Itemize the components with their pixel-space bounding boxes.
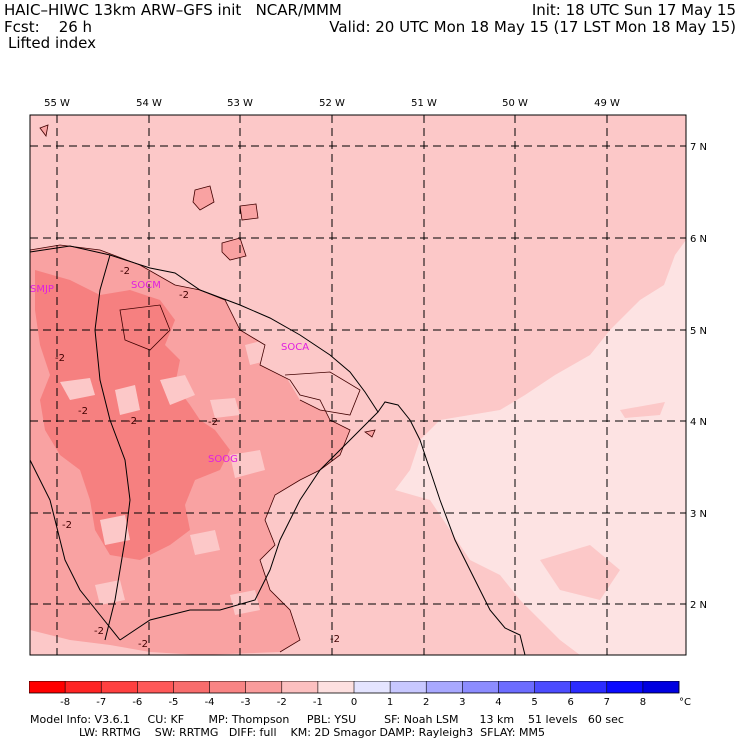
colorbar-tick-label: 4 <box>495 697 501 708</box>
colorbar-swatch <box>317 681 355 693</box>
colorbar-swatch <box>354 681 391 693</box>
colorbar-swatch <box>534 681 571 693</box>
colorbar-swatch <box>426 681 463 693</box>
colorbar-tick-label: 3 <box>459 697 465 708</box>
strong-region <box>35 270 230 560</box>
lat-label: 3 N <box>690 509 707 520</box>
colorbar-tick-label: -6 <box>132 697 142 708</box>
lon-label: 51 W <box>411 98 437 109</box>
colorbar-tick-label: -4 <box>205 697 215 708</box>
station-soca: SOCA <box>281 342 309 353</box>
lon-labels: 55 W 54 W 53 W 52 W 51 W 50 W 49 W <box>44 98 620 109</box>
model-physics: LW: RRTMG SW: RRTMG DIFF: full KM: 2D Sm… <box>30 726 545 739</box>
colorbar-swatch <box>570 681 608 693</box>
contour-label: -2 <box>62 520 72 531</box>
forecast-hour: Fcst: 26 h <box>4 18 93 36</box>
colorbar-tick-label: 5 <box>531 697 537 708</box>
map-frame <box>29 114 687 656</box>
colorbar-swatch <box>606 681 644 693</box>
contour-label: -2 <box>55 353 65 364</box>
station-soog: SOOG <box>208 454 238 465</box>
colorbar-tick-label: -8 <box>60 697 70 708</box>
colorbar-swatch <box>65 681 102 693</box>
lon-label: 55 W <box>44 98 70 109</box>
lon-label: 50 W <box>502 98 528 109</box>
colorbar-tick-label: 6 <box>567 697 573 708</box>
lat-label: 7 N <box>690 142 707 153</box>
colorbar-tick-label: -5 <box>168 697 178 708</box>
contour-labels: -2 -2 -2 -2 -2 -2 -2 -2 -2 -2 <box>55 266 340 650</box>
colorbar-tick-label: 7 <box>604 697 610 708</box>
colorbar-swatch <box>137 681 174 693</box>
lon-label: 52 W <box>319 98 345 109</box>
contour-label: -2 <box>120 266 130 277</box>
init-time: Init: 18 UTC Sun 17 May 15 <box>531 1 736 19</box>
contour-label: -2 <box>179 290 189 301</box>
colorbar-swatch <box>29 681 66 693</box>
colorbar-tick-label: 1 <box>387 697 393 708</box>
colorbar-tick-label: 2 <box>423 697 429 708</box>
colorbar-swatch <box>390 681 427 693</box>
border-guiana <box>119 411 379 641</box>
lon-label: 53 W <box>227 98 253 109</box>
station-smjp: SMJP <box>30 284 54 295</box>
colorbar-swatches <box>29 681 680 693</box>
colorbar: -8 -7 -6 -5 -4 -3 -2 -1 0 1 2 3 4 5 6 7 8 °C <box>29 681 691 708</box>
colorbar-tick-label: -2 <box>277 697 287 708</box>
colorbar-tick-label: -3 <box>241 697 251 708</box>
colorbar-tick-label: -7 <box>96 697 106 708</box>
lat-label: 2 N <box>690 600 707 611</box>
colorbar-ticks: -8 -7 -6 -5 -4 -3 -2 -1 0 1 2 3 4 5 6 7 8 <box>60 681 646 708</box>
model-info: Model Info: V3.6.1 CU: KF MP: Thompson P… <box>30 713 624 726</box>
contour-label: -2 <box>94 626 104 637</box>
colorbar-swatch <box>209 681 246 693</box>
lon-label: 54 W <box>136 98 162 109</box>
lat-labels: 7 N 6 N 5 N 4 N 3 N 2 N <box>690 142 707 611</box>
contour-label: -2 <box>138 639 148 650</box>
lat-label: 4 N <box>690 417 707 428</box>
lat-label: 5 N <box>690 326 707 337</box>
colorbar-tick-label: 0 <box>351 697 357 708</box>
border-suriname <box>94 254 131 641</box>
contour-label: -2 <box>330 634 340 645</box>
colorbar-swatch <box>642 681 680 693</box>
colorbar-swatch <box>245 681 283 693</box>
lon-label: 49 W <box>594 98 620 109</box>
station-labels: SMJP SOCM SOCA SOOG <box>30 280 309 465</box>
colorbar-unit: °C <box>679 697 691 708</box>
colorbar-swatch <box>281 681 319 693</box>
colorbar-swatch <box>498 681 535 693</box>
contour-label: -2 <box>127 416 137 427</box>
colorbar-swatch <box>173 681 210 693</box>
field-name: Lifted index <box>8 34 96 52</box>
model-title: HAIC–HIWC 13km ARW–GFS init NCAR/MMM <box>4 1 342 19</box>
light-region <box>395 240 686 655</box>
colorbar-swatch <box>101 681 138 693</box>
contour-label: -2 <box>78 406 88 417</box>
colorbar-swatch <box>462 681 499 693</box>
lat-label: 6 N <box>690 234 707 245</box>
valid-time: Valid: 20 UTC Mon 18 May 15 (17 LST Mon … <box>329 18 736 36</box>
station-socm: SOCM <box>131 280 161 291</box>
colorbar-tick-label: 8 <box>640 697 646 708</box>
contour-label: -2 <box>208 417 218 428</box>
graticule <box>30 115 686 655</box>
colorbar-tick-label: -1 <box>313 697 323 708</box>
